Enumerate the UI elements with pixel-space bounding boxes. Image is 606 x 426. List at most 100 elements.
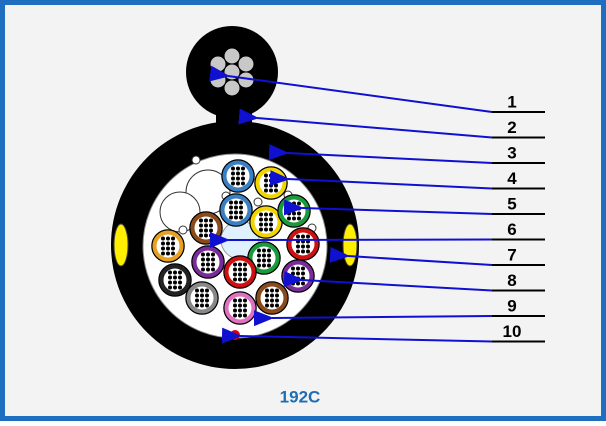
fiber xyxy=(161,237,165,241)
fiber xyxy=(204,229,208,233)
callout-label: 1 xyxy=(507,92,516,111)
fiber xyxy=(204,224,208,228)
fiber xyxy=(297,212,301,216)
fiber xyxy=(161,242,165,246)
fiber xyxy=(173,271,177,275)
fiber xyxy=(236,172,240,176)
fiber xyxy=(265,299,269,303)
fiber xyxy=(238,278,242,282)
page: 12345678910 192C (() => { const data = J… xyxy=(0,0,606,421)
fiber xyxy=(199,224,203,228)
tube xyxy=(192,246,224,278)
fiber xyxy=(238,268,242,272)
callout-label: 6 xyxy=(507,220,516,239)
fiber xyxy=(178,286,182,290)
fiber xyxy=(269,184,273,188)
fiber xyxy=(200,289,204,293)
fiber xyxy=(199,229,203,233)
fiber xyxy=(241,167,245,171)
fiber xyxy=(243,263,247,267)
fiber xyxy=(269,179,273,183)
filler xyxy=(179,226,187,234)
fiber xyxy=(259,213,263,217)
fiber xyxy=(296,267,300,271)
fiber xyxy=(173,286,177,290)
fiber xyxy=(241,172,245,176)
fiber xyxy=(171,237,175,241)
fiber xyxy=(166,237,170,241)
fiber xyxy=(259,218,263,222)
fiber xyxy=(206,263,210,267)
fiber xyxy=(236,177,240,181)
fiber xyxy=(173,276,177,280)
fiber xyxy=(229,211,233,215)
fiber xyxy=(195,304,199,308)
fiber xyxy=(233,278,237,282)
fiber xyxy=(270,294,274,298)
fiber xyxy=(236,182,240,186)
fiber xyxy=(200,299,204,303)
callout-label: 7 xyxy=(507,245,516,264)
fiber xyxy=(292,217,296,221)
fiber xyxy=(287,217,291,221)
fiber xyxy=(262,264,266,268)
fiber xyxy=(306,250,310,254)
filler xyxy=(255,314,263,322)
callout-label: 2 xyxy=(507,118,516,137)
fiber xyxy=(296,250,300,254)
callout-label: 5 xyxy=(507,194,516,213)
fiber xyxy=(243,299,247,303)
fiber xyxy=(229,206,233,210)
fiber xyxy=(238,309,242,313)
fiber xyxy=(306,235,310,239)
fiber xyxy=(257,264,261,268)
fiber xyxy=(259,228,263,232)
fiber xyxy=(161,252,165,256)
tube xyxy=(224,256,256,288)
fiber xyxy=(292,207,296,211)
fiber xyxy=(171,242,175,246)
fiber xyxy=(241,177,245,181)
tube xyxy=(256,282,288,314)
fiber xyxy=(166,247,170,251)
fiber xyxy=(243,304,247,308)
fiber xyxy=(161,247,165,251)
fiber xyxy=(264,228,268,232)
fiber xyxy=(178,271,182,275)
fiber xyxy=(291,277,295,281)
fiber xyxy=(204,219,208,223)
fiber xyxy=(306,245,310,249)
fiber xyxy=(297,202,301,206)
leader xyxy=(228,240,492,241)
ripcord xyxy=(230,330,240,340)
fiber xyxy=(275,304,279,308)
fiber xyxy=(205,294,209,298)
fiber xyxy=(241,182,245,186)
fiber xyxy=(301,245,305,249)
fiber xyxy=(168,286,172,290)
fiber xyxy=(301,250,305,254)
fiber xyxy=(206,258,210,262)
fiber xyxy=(234,216,238,220)
fiber xyxy=(291,267,295,271)
caption: 192C xyxy=(280,387,321,406)
fiber xyxy=(287,207,291,211)
fiber xyxy=(233,263,237,267)
fiber xyxy=(201,268,205,272)
callout-label: 8 xyxy=(507,271,516,290)
fiber xyxy=(264,184,268,188)
fiber xyxy=(238,299,242,303)
fiber xyxy=(239,206,243,210)
callout-label: 3 xyxy=(507,143,516,162)
fiber xyxy=(296,277,300,281)
strength-member xyxy=(114,224,128,266)
fiber xyxy=(297,217,301,221)
fiber xyxy=(234,206,238,210)
fiber xyxy=(292,202,296,206)
fiber xyxy=(168,281,172,285)
fiber xyxy=(195,294,199,298)
fiber xyxy=(296,282,300,286)
fiber xyxy=(238,304,242,308)
fiber xyxy=(262,254,266,258)
fiber xyxy=(257,259,261,263)
